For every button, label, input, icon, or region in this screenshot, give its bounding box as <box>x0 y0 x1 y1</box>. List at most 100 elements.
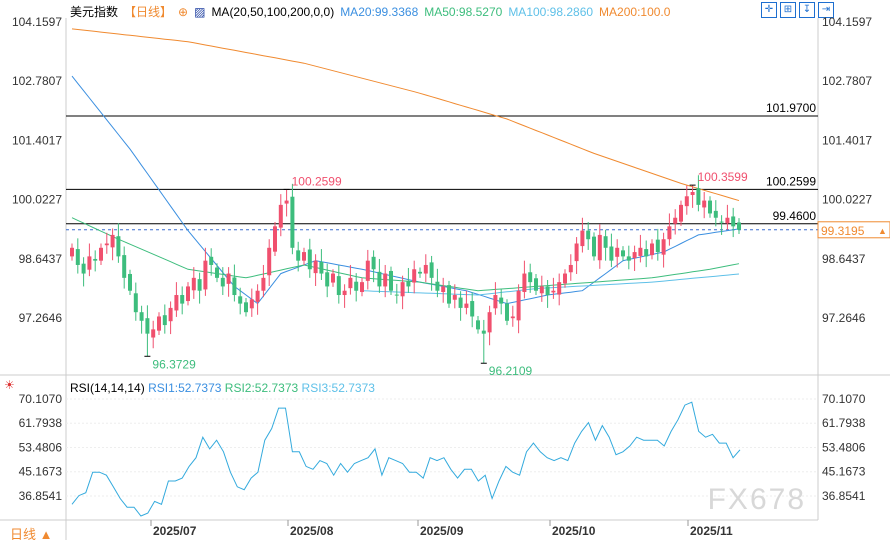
candle-body <box>412 269 417 283</box>
candle-body <box>93 258 98 261</box>
candle-body <box>655 239 660 253</box>
period-button[interactable]: 日线 ▲ <box>10 527 53 542</box>
price-tick-right: 100.0227 <box>822 193 872 207</box>
exit-icon[interactable]: ⇥ <box>818 2 834 18</box>
candle-body <box>336 276 341 296</box>
candle-body <box>278 204 283 228</box>
candle-body <box>592 236 596 257</box>
instrument-title: 美元指数 <box>70 5 119 19</box>
candle-body <box>626 256 631 261</box>
ma-params[interactable]: MA(20,50,100,200,0,0) <box>211 5 335 19</box>
ma200-line <box>71 28 740 202</box>
candle-body <box>302 252 306 261</box>
candle-body <box>702 200 707 208</box>
candle-body <box>679 204 683 222</box>
candle-body <box>725 217 730 224</box>
rsi3-value: RSI3:52.7373 <box>301 381 375 395</box>
candle-body <box>110 234 115 248</box>
candle-body <box>313 260 318 274</box>
candle-body <box>261 277 266 291</box>
candle-body <box>232 277 237 296</box>
candle-body <box>464 303 469 308</box>
candle-body <box>493 295 498 309</box>
chart-header: 美元指数 【日线】 ⊕ ▨ MA(20,50,100,200,0,0) MA20:99.3… <box>70 3 676 20</box>
candle-body <box>609 246 614 261</box>
watermark: FX678 <box>707 483 806 516</box>
candle-body <box>621 250 625 257</box>
indicator-icon[interactable]: ▨ <box>194 5 206 19</box>
candle-body <box>151 329 156 338</box>
candle-body <box>162 315 167 326</box>
candle-body <box>551 290 556 293</box>
candle-body <box>209 256 214 265</box>
candle-body <box>557 282 562 295</box>
candle-body <box>719 221 724 223</box>
candle-body <box>586 230 591 240</box>
candle-body <box>290 196 295 248</box>
candle-body <box>539 286 544 294</box>
candle-body <box>342 290 347 296</box>
candle-body <box>255 290 260 302</box>
rsi-tick-right: 61.7938 <box>822 416 866 430</box>
candle-body <box>128 273 132 291</box>
candle-body <box>650 243 654 256</box>
candle-body <box>157 316 161 331</box>
rsi-params[interactable]: RSI(14,14,14) <box>70 381 145 395</box>
candle-body <box>476 320 480 330</box>
candle-body <box>673 217 678 224</box>
candle-body <box>383 273 388 287</box>
price-tick-left: 104.1597 <box>12 15 62 29</box>
period-label[interactable]: 【日线】 <box>124 5 173 19</box>
candle-body <box>406 280 411 287</box>
add-icon[interactable]: ⊕ <box>178 5 189 19</box>
candle-body <box>186 286 190 302</box>
candle-body <box>713 210 718 218</box>
candle-body <box>215 267 219 278</box>
candle-body <box>603 236 608 248</box>
rsi-tick-right: 70.1070 <box>822 392 866 406</box>
candle-body <box>632 252 637 259</box>
candle-body <box>568 264 573 273</box>
candle-body <box>331 273 335 283</box>
candle-body <box>429 262 434 278</box>
candle-body <box>644 249 649 257</box>
candle-body <box>122 255 127 278</box>
price-tick-left: 97.2646 <box>19 311 63 325</box>
ma200-value: MA200:100.0 <box>599 5 671 19</box>
rsi-tick-left: 53.4806 <box>19 440 63 454</box>
price-tick-right: 97.2646 <box>822 311 866 325</box>
date-label: 2025/09 <box>420 524 464 538</box>
candle-body <box>522 273 527 293</box>
candle-body <box>180 295 185 304</box>
candle-body <box>249 299 254 309</box>
candle-body <box>684 196 689 207</box>
candle-body <box>667 226 672 240</box>
crosshair-icon[interactable]: ✛ <box>761 2 777 18</box>
ma50-value: MA50:98.5270 <box>424 5 503 19</box>
candle-body <box>81 263 86 274</box>
candle-body <box>574 243 579 262</box>
candle-body <box>307 249 312 270</box>
candle-body <box>191 277 196 291</box>
candle-body <box>87 256 92 270</box>
candle-body <box>348 277 353 289</box>
level-label: 100.2599 <box>766 174 816 188</box>
candle-body <box>510 316 515 319</box>
price-tick-right: 102.7807 <box>822 74 872 88</box>
candle-body <box>325 272 330 287</box>
candle-body <box>696 188 701 205</box>
date-label: 2025/10 <box>552 524 596 538</box>
cursor-icon[interactable]: ↧ <box>799 2 815 18</box>
settings-icon[interactable]: ☀ <box>4 378 15 392</box>
candle-body <box>371 256 376 270</box>
price-tick-left: 98.6437 <box>19 252 63 266</box>
candle-body <box>441 286 446 293</box>
candle-body <box>418 271 422 274</box>
price-tick-right: 101.4017 <box>822 133 872 147</box>
rsi-tick-right: 45.1673 <box>822 465 866 479</box>
candle-body <box>238 296 243 304</box>
candle-body <box>452 295 457 300</box>
zoom-icon[interactable]: ⊞ <box>780 2 796 18</box>
current-price-label: 99.3195 <box>821 224 865 238</box>
